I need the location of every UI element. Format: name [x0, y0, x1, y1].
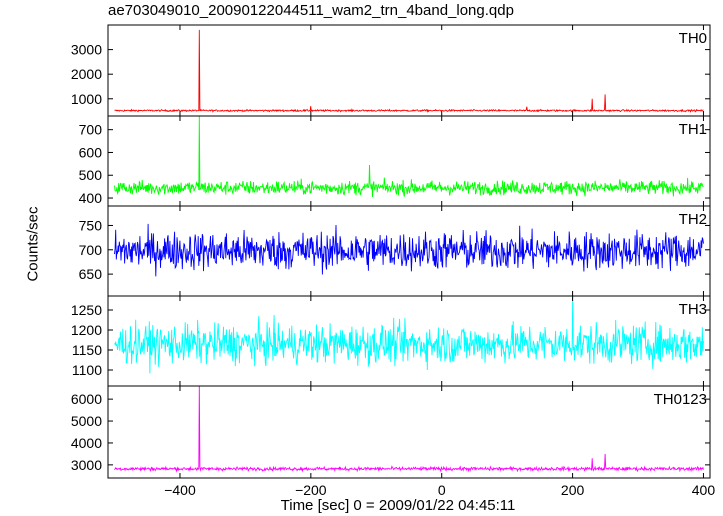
panel-label-th0: TH0 — [679, 30, 707, 47]
y-tick-label: 5000 — [71, 413, 102, 429]
x-tick-label: 400 — [692, 482, 716, 498]
y-tick-label: 2000 — [71, 66, 102, 82]
y-tick-label: 1100 — [72, 362, 102, 378]
panel-frame-th0123 — [107, 385, 711, 479]
panel-label-th1: TH1 — [679, 121, 707, 138]
series-line-th1 — [114, 115, 704, 198]
series-line-th0 — [114, 29, 704, 113]
x-tick-label: −200 — [295, 482, 327, 498]
y-tick-label: 3000 — [71, 457, 102, 473]
y-tick-label: 600 — [79, 144, 103, 160]
y-tick-label: 700 — [79, 122, 103, 138]
panel-label-th3: TH3 — [679, 301, 707, 318]
y-tick-label: 6000 — [71, 391, 102, 407]
y-tick-label: 1250 — [71, 302, 102, 318]
panel-label-th0123: TH0123 — [654, 391, 707, 408]
x-tick-label: −400 — [164, 482, 196, 498]
chart-title: ae703049010_20090122044511_wam2_trn_4ban… — [108, 2, 514, 19]
y-tick-label: 400 — [79, 190, 103, 206]
series-line-th3 — [114, 295, 704, 374]
y-tick-label: 500 — [79, 167, 103, 183]
y-tick-label: 4000 — [71, 435, 102, 451]
series-line-th0123 — [114, 385, 704, 473]
y-tick-label: 650 — [79, 266, 103, 282]
panel-label-th2: TH2 — [679, 211, 707, 228]
y-tick-label: 700 — [79, 242, 103, 258]
series-line-th2 — [114, 223, 704, 277]
y-tick-label: 1200 — [71, 322, 102, 338]
y-tick-label: 750 — [79, 217, 103, 233]
x-tick-label: 200 — [561, 482, 585, 498]
y-tick-label: 1150 — [72, 342, 102, 358]
y-tick-label: 3000 — [71, 42, 102, 58]
x-tick-label: 0 — [438, 482, 446, 498]
y-tick-label: 1000 — [71, 91, 102, 107]
panel-frame-th1 — [107, 115, 711, 207]
x-axis-label: Time [sec] 0 = 2009/01/22 04:45:11 — [280, 497, 516, 514]
panel-frame-th0 — [107, 24, 711, 117]
